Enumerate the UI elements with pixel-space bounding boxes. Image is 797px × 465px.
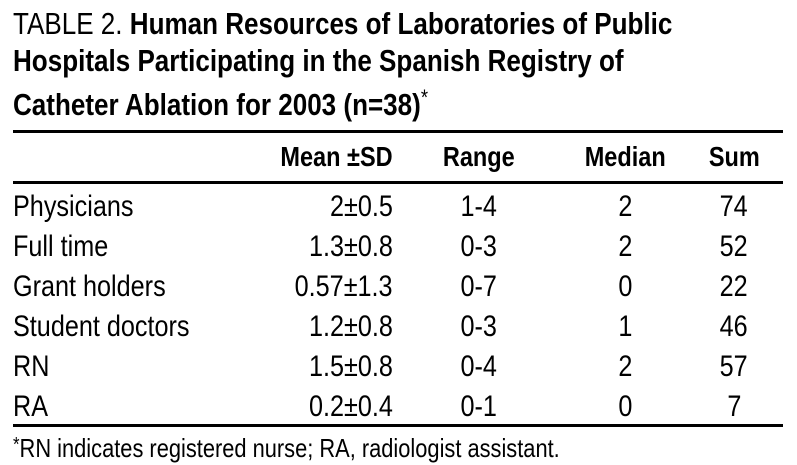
range-cell: 0-3 <box>460 230 498 263</box>
mean-sd-cell: 2±0.5 <box>330 190 393 223</box>
footnote-marker: * <box>13 434 20 456</box>
median-cell: 2 <box>617 190 633 223</box>
title-line-2: Hospitals Participating in the Spanish R… <box>13 42 797 79</box>
table-row: RA 0.2±0.4 0-1 0 7 <box>13 384 783 426</box>
mean-sd-cell: 0.2±0.4 <box>309 390 393 423</box>
median-cell: 0 <box>617 270 633 303</box>
title-text-line3: Catheter Ablation for 2003 (n=38) <box>13 87 421 122</box>
sum-cell: 74 <box>719 190 749 223</box>
mean-sd-cell: 1.2±0.8 <box>309 310 393 343</box>
median-cell: 2 <box>617 350 633 383</box>
median-cell: 1 <box>617 310 633 343</box>
column-header-sum: Sum <box>708 141 760 172</box>
sum-cell: 7 <box>726 390 742 423</box>
range-cell: 1-4 <box>460 190 498 223</box>
footnote-text: RN indicates registered nurse; RA, radio… <box>19 433 560 463</box>
sum-cell: 22 <box>719 270 749 303</box>
median-cell: 2 <box>617 230 633 263</box>
column-header-mean-sd: Mean ±SD <box>280 141 393 172</box>
header-row: Mean ±SD Range Median Sum <box>13 132 783 183</box>
table-row: Student doctors 1.2±0.8 0-3 1 46 <box>13 304 783 344</box>
row-label: Full time <box>13 230 109 263</box>
range-cell: 0-7 <box>460 270 498 303</box>
row-label: Grant holders <box>13 270 166 303</box>
row-label: RN <box>13 350 50 383</box>
column-header-range: Range <box>443 141 515 172</box>
sum-cell: 52 <box>719 230 749 263</box>
sum-cell: 46 <box>719 310 749 343</box>
range-cell: 0-1 <box>460 390 498 423</box>
table-row: Grant holders 0.57±1.3 0-7 0 22 <box>13 264 783 304</box>
mean-sd-cell: 1.3±0.8 <box>309 230 393 263</box>
range-cell: 0-3 <box>460 310 498 343</box>
row-label: Student doctors <box>13 310 190 343</box>
table-row: Physicians 2±0.5 1-4 2 74 <box>13 183 783 225</box>
title-text-line2: Hospitals Participating in the Spanish R… <box>13 43 624 78</box>
column-header-empty <box>13 132 253 183</box>
title-text-line1: Human Resources of Laboratories of Publi… <box>129 6 673 41</box>
mean-sd-cell: 1.5±0.8 <box>309 350 393 383</box>
data-table: Mean ±SD Range Median Sum Physicians 2±0… <box>13 130 783 427</box>
table-title: TABLE 2. Human Resources of Laboratories… <box>13 5 797 123</box>
title-footnote-marker: * <box>420 85 429 110</box>
row-label: Physicians <box>13 190 134 223</box>
table-row: RN 1.5±0.8 0-4 2 57 <box>13 344 783 384</box>
range-cell: 0-4 <box>460 350 498 383</box>
title-line-3: Catheter Ablation for 2003 (n=38)* <box>13 79 797 123</box>
table-number-label: TABLE 2. <box>13 6 130 41</box>
row-label: RA <box>13 390 49 423</box>
sum-cell: 57 <box>719 350 749 383</box>
mean-sd-cell: 0.57±1.3 <box>295 270 393 303</box>
title-line-1: TABLE 2. Human Resources of Laboratories… <box>13 5 797 42</box>
table-footnote: *RN indicates registered nurse; RA, radi… <box>13 430 664 463</box>
table-row: Full time 1.3±0.8 0-3 2 52 <box>13 224 783 264</box>
median-cell: 0 <box>617 390 633 423</box>
column-header-median: Median <box>584 141 666 172</box>
